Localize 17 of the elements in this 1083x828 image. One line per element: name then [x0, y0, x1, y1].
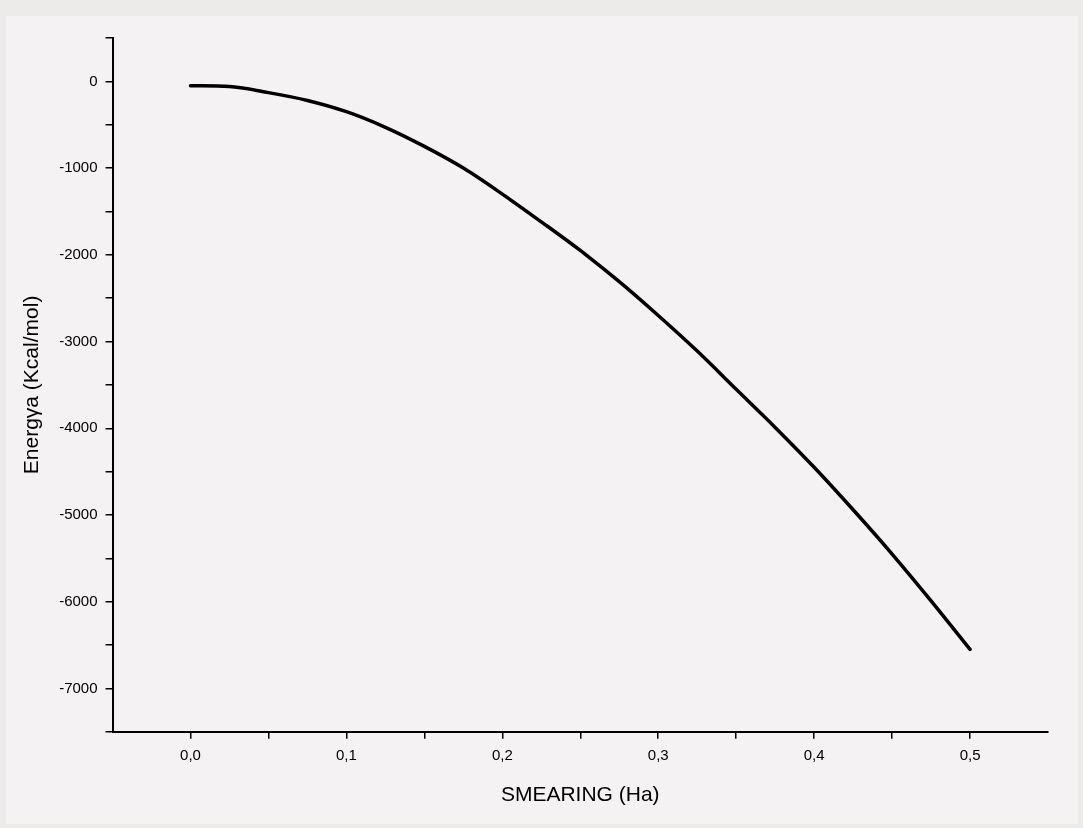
x-tick-label: 0,0 [180, 745, 201, 763]
x-axis-title: SMEARING (Ha) [500, 782, 660, 806]
y-tick-label: -7000 [59, 678, 98, 696]
y-tick-label: -2000 [59, 244, 98, 262]
x-tick-label: 0,4 [803, 745, 825, 763]
y-tick-label: -3000 [59, 331, 98, 349]
x-tick-label: 0,2 [491, 745, 513, 763]
x-tick-label: 0,5 [959, 745, 981, 763]
y-tick-label: -6000 [59, 591, 98, 609]
y-tick-label: -1000 [59, 158, 98, 176]
y-tick-label: 0 [89, 71, 98, 89]
x-tick-label: 0,3 [647, 745, 669, 763]
y-axis-title: Energγa (Kcal/mol) [19, 295, 43, 475]
line-series [188, 83, 972, 652]
x-tick-label: 0,1 [335, 745, 357, 763]
y-tick-label: -4000 [59, 418, 98, 436]
y-tick-label: -5000 [59, 505, 98, 523]
